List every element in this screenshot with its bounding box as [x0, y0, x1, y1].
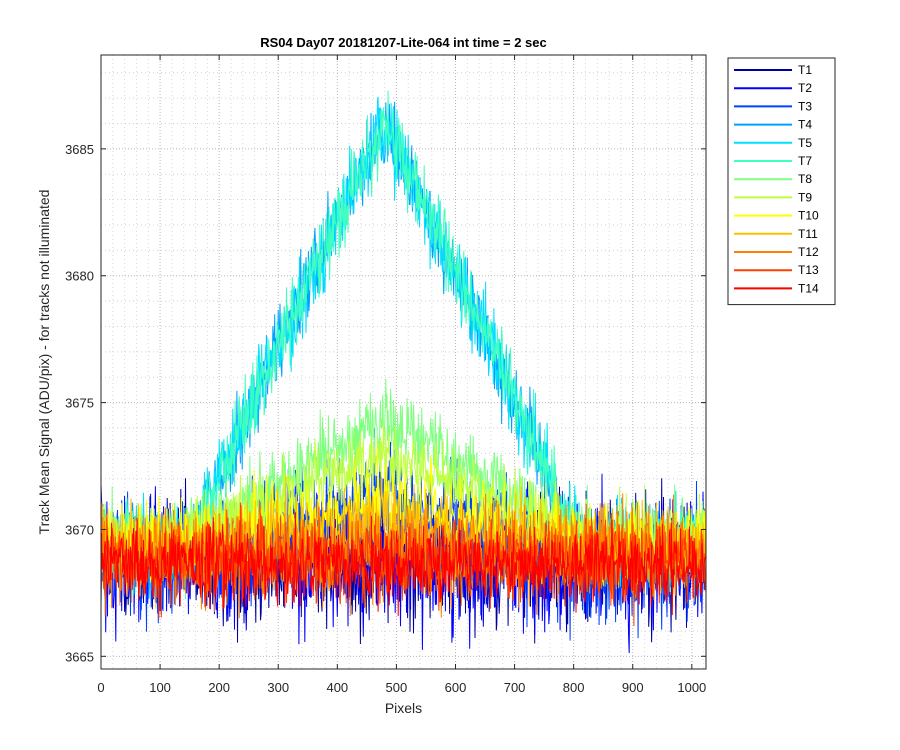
y-tick-label: 3680 — [65, 269, 94, 284]
x-tick-label: 800 — [563, 680, 585, 695]
legend-label-t2: T2 — [798, 81, 812, 95]
legend-label-t13: T13 — [798, 263, 819, 277]
axes-box — [100, 54, 707, 670]
x-tick-label: 700 — [504, 680, 526, 695]
legend-box — [727, 57, 836, 306]
x-axis-label: Pixels — [385, 700, 422, 716]
series-line-t14 — [100, 512, 707, 617]
ticks: 0 100 200 300 400 500 600 700 800 900 1000 3665 3670… — [65, 55, 706, 695]
y-tick-label: 3670 — [65, 522, 94, 537]
x-tick-label: 200 — [208, 680, 230, 695]
legend: T1 T2 T3 T4 T5 T7 T8 T9 T10 T11 T12 T13 T14 — [727, 57, 836, 306]
legend-label-t1: T1 — [798, 63, 812, 77]
x-tick-label: 500 — [386, 680, 408, 695]
x-tick-label: 400 — [326, 680, 348, 695]
chart-title: RS04 Day07 20181207-Lite-064 int time = … — [260, 35, 547, 50]
legend-label-t7: T7 — [798, 154, 812, 168]
legend-label-t8: T8 — [798, 172, 812, 186]
y-tick-label: 3665 — [65, 649, 94, 664]
plot-area: 0 100 200 300 400 500 600 700 800 900 1000 3665 3670… — [65, 54, 707, 695]
legend-items: T1 T2 T3 T4 T5 T7 T8 T9 T10 T11 T12 T13 T14 — [734, 63, 819, 295]
y-axis-label: Track Mean Signal (ADU/pix) - for tracks… — [36, 190, 52, 535]
legend-label-t9: T9 — [798, 190, 812, 204]
legend-label-t10: T10 — [798, 209, 819, 223]
x-tick-label: 1000 — [677, 680, 706, 695]
legend-label-t3: T3 — [798, 99, 812, 113]
legend-label-t5: T5 — [798, 136, 812, 150]
legend-label-t11: T11 — [798, 227, 818, 241]
legend-label-t14: T14 — [798, 281, 819, 295]
x-tick-label: 300 — [267, 680, 289, 695]
legend-label-t12: T12 — [798, 245, 819, 259]
x-tick-label: 600 — [445, 680, 467, 695]
legend-label-t4: T4 — [798, 118, 812, 132]
x-tick-label: 0 — [97, 680, 104, 695]
y-tick-label: 3685 — [65, 142, 94, 157]
x-tick-label: 100 — [149, 680, 171, 695]
y-tick-label: 3675 — [65, 396, 94, 411]
x-tick-label: 900 — [622, 680, 644, 695]
series-lines — [100, 90, 707, 654]
